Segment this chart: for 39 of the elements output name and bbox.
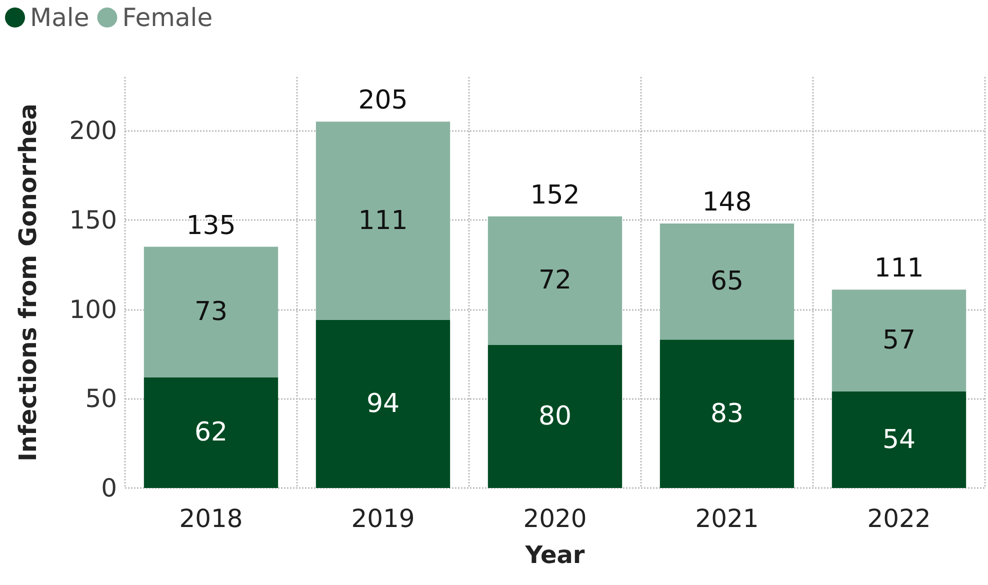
total-label: 111 xyxy=(874,254,924,284)
x-tick-label: 2018 xyxy=(179,504,243,533)
data-label: 73 xyxy=(194,296,228,327)
y-tick-label: 100 xyxy=(69,294,117,324)
data-label: 94 xyxy=(366,389,400,420)
x-axis-title: Year xyxy=(524,541,585,569)
bar xyxy=(316,122,450,320)
data-label: 54 xyxy=(882,424,916,455)
data-label: 62 xyxy=(194,418,228,448)
bar xyxy=(144,377,278,488)
y-axis-title: Infections from Gonorrhea xyxy=(14,104,42,462)
x-tick-label: 2020 xyxy=(523,504,587,533)
data-label: 57 xyxy=(882,326,916,356)
x-tick-label: 2019 xyxy=(351,504,415,533)
y-tick-label: 0 xyxy=(101,474,117,502)
bar xyxy=(144,246,278,378)
total-label: 135 xyxy=(186,210,236,241)
bar xyxy=(660,340,794,488)
legend-label: Female xyxy=(122,3,213,32)
total-label: 205 xyxy=(358,86,408,116)
x-tick-label: 2021 xyxy=(695,504,759,533)
x-tick-label: 2022 xyxy=(867,504,931,533)
bar xyxy=(488,216,622,346)
y-tick-label: 200 xyxy=(69,116,117,146)
data-label: 72 xyxy=(538,266,572,296)
data-label: 111 xyxy=(358,206,408,236)
data-label: 80 xyxy=(538,402,572,432)
data-label: 83 xyxy=(710,398,744,429)
total-label: 148 xyxy=(702,188,752,218)
bar xyxy=(316,320,450,488)
y-tick-label: 150 xyxy=(69,205,117,234)
total-label: 152 xyxy=(530,180,580,210)
y-tick-label: 50 xyxy=(85,384,117,414)
data-label: 65 xyxy=(710,266,744,297)
legend-label: Male xyxy=(30,3,90,32)
bar xyxy=(832,392,966,488)
bar xyxy=(660,224,794,340)
bar xyxy=(832,290,966,392)
bar xyxy=(488,345,622,488)
